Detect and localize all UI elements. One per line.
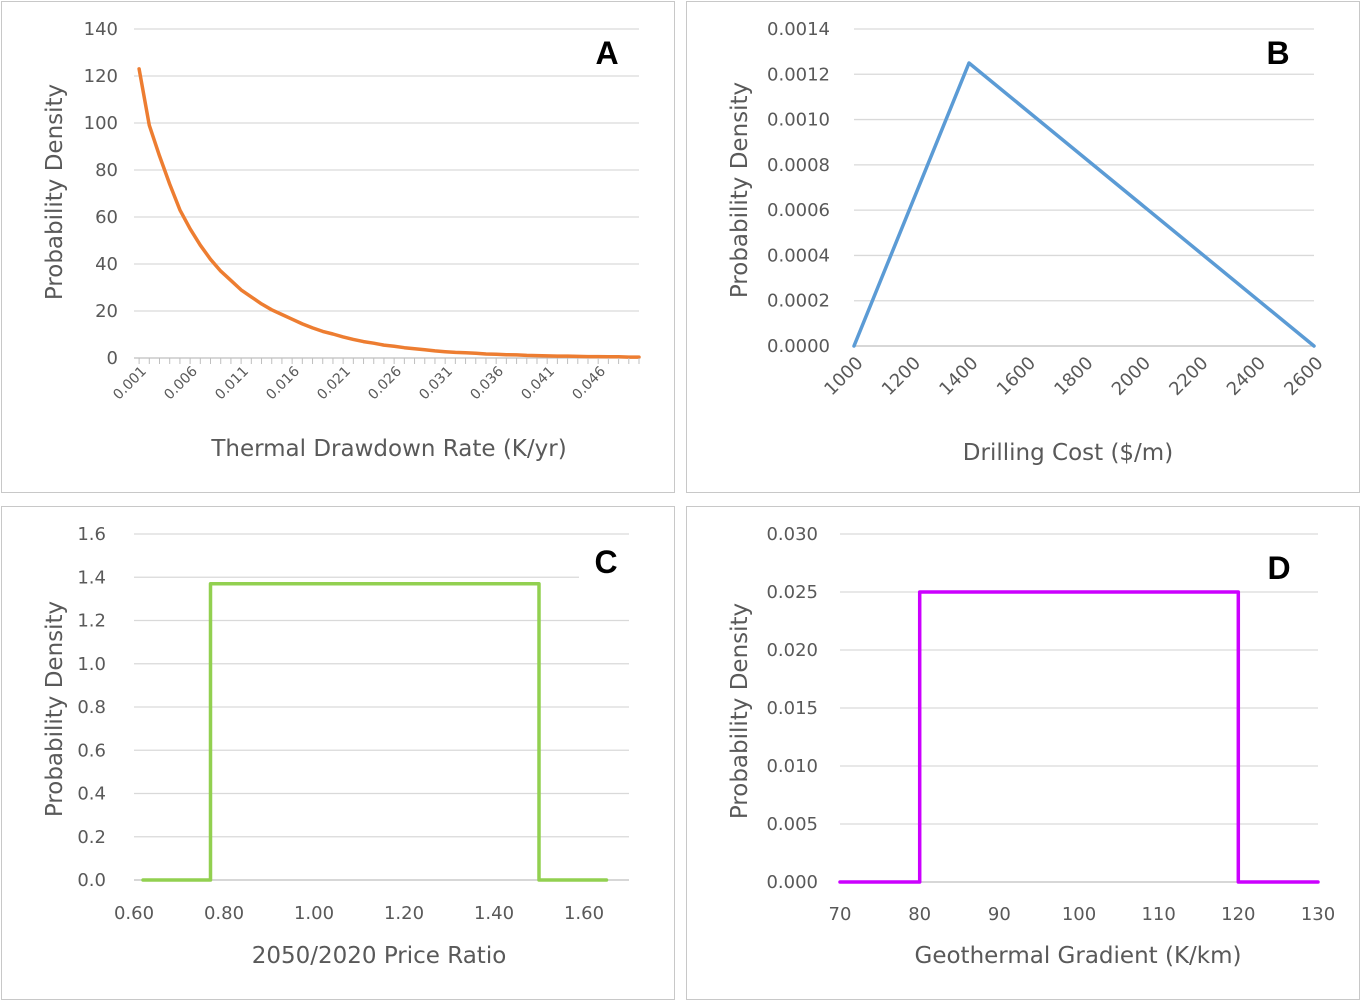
chart-c-xtick-label: 1.40 — [474, 903, 514, 924]
chart-b-xtick-label: 2000 — [1108, 353, 1155, 400]
chart-a-xtick-label: 0.001 — [110, 364, 150, 404]
chart-b-xtick-label: 2400 — [1223, 353, 1270, 400]
chart-d-ytick-label: 0.020 — [766, 640, 818, 661]
chart-c-ytick-label: 0.2 — [77, 827, 106, 848]
chart-a-xtick-label: 0.026 — [365, 363, 405, 403]
chart-c-ytick-label: 0.6 — [77, 740, 106, 761]
chart-b-xtick-label: 1200 — [878, 353, 925, 400]
chart-b-ytick-label: 0.0002 — [767, 291, 830, 312]
chart-c-letter-background — [579, 545, 629, 585]
chart-d-ytick-label: 0.010 — [766, 756, 818, 777]
chart-c-ytick-label: 0.8 — [77, 697, 106, 718]
chart-d-xtick-label: 70 — [829, 904, 852, 925]
chart-d-xlabel: Geothermal Gradient (K/km) — [915, 943, 1242, 969]
chart-b-ytick-label: 0.0012 — [767, 64, 830, 85]
chart-b-ytick-label: 0.0008 — [767, 155, 830, 176]
chart-a-xtick-label: 0.036 — [467, 363, 507, 403]
chart-a-ytick-label: 0 — [107, 348, 118, 369]
chart-d-ytick-label: 0.025 — [766, 582, 818, 603]
chart-d-ytick-label: 0.030 — [766, 524, 818, 545]
chart-c-svg: 0.0 0.2 0.4 0.6 0.8 1.0 1.2 1.4 1.6 0.60 0.80 1.00… — [42, 524, 629, 969]
chart-d-panel-letter: D — [1267, 550, 1290, 586]
chart-c-ytick-label: 0.0 — [77, 870, 106, 891]
chart-a-xtick-label: 0.041 — [518, 364, 558, 404]
chart-a-svg: 0 20 40 60 80 100 120 140 0.001 0.006 0.011 0.016 0… — [42, 19, 641, 462]
chart-d-ytick-label: 0.000 — [766, 872, 818, 893]
chart-a-ytick-label: 40 — [95, 254, 118, 275]
chart-a-ytick-label: 80 — [95, 160, 118, 181]
chart-a-xtick-label: 0.021 — [314, 364, 354, 404]
chart-c-xtick-label: 0.80 — [204, 903, 244, 924]
chart-panel-a: 0 20 40 60 80 100 120 140 0.001 0.006 0.011 0.016 0… — [1, 1, 675, 493]
chart-a-xlabel: Thermal Drawdown Rate (K/yr) — [210, 436, 566, 462]
chart-a-ytick-label: 20 — [95, 301, 118, 322]
chart-panel-d: 0.000 0.005 0.010 0.015 0.020 0.025 0.030 70 80… — [686, 506, 1360, 1000]
chart-c-xtick-label: 0.60 — [114, 903, 154, 924]
chart-d-series-line — [838, 590, 1320, 884]
chart-c-xtick-label: 1.00 — [294, 903, 334, 924]
chart-d-xtick-label: 80 — [908, 904, 931, 925]
chart-b-xtick-label: 1800 — [1050, 353, 1097, 400]
chart-a-ytick-label: 140 — [84, 19, 118, 40]
chart-d-xtick-label: 110 — [1141, 904, 1175, 925]
chart-b-ytick-label: 0.0014 — [767, 19, 830, 40]
chart-a-ytick-label: 120 — [84, 66, 118, 87]
chart-panel-b: 0.0000 0.0002 0.0004 0.0006 0.0008 0.0010 0.00… — [686, 1, 1360, 493]
chart-b-panel-letter: B — [1266, 35, 1289, 71]
chart-c-ylabel: Probability Density — [42, 601, 68, 817]
chart-d-xtick-label: 120 — [1221, 904, 1255, 925]
chart-a-series-line — [137, 67, 641, 359]
chart-a-ytick-label: 60 — [95, 207, 118, 228]
chart-b-series-line — [852, 61, 1316, 348]
chart-a-xtick-label: 0.031 — [416, 364, 456, 404]
chart-a-panel-letter: A — [595, 35, 618, 71]
chart-d-ytick-label: 0.015 — [766, 698, 818, 719]
chart-d-xtick-label: 90 — [988, 904, 1011, 925]
chart-c-ytick-label: 1.0 — [77, 654, 106, 675]
chart-b-xtick-label: 2600 — [1280, 353, 1327, 400]
chart-b-ytick-label: 0.0004 — [767, 245, 830, 266]
chart-d-ytick-label: 0.005 — [766, 814, 818, 835]
chart-b-xtick-label: 1000 — [820, 353, 867, 400]
chart-a-xtick-label: 0.046 — [569, 363, 609, 403]
chart-b-ytick-label: 0.0010 — [767, 110, 830, 131]
chart-c-series-line — [141, 581, 609, 882]
chart-a-xtick-label: 0.006 — [161, 363, 201, 403]
chart-b-xtick-label: 2200 — [1165, 353, 1212, 400]
chart-c-ytick-label: 1.4 — [77, 567, 106, 588]
chart-b-xtick-label: 1600 — [993, 353, 1040, 400]
chart-c-ytick-label: 1.6 — [77, 524, 106, 545]
chart-c-panel-letter: C — [594, 544, 617, 580]
chart-b-ytick-label: 0.0006 — [767, 200, 830, 221]
chart-panel-c: 0.0 0.2 0.4 0.6 0.8 1.0 1.2 1.4 1.6 0.60 0.80 1.00… — [1, 506, 675, 1000]
chart-c-ytick-label: 1.2 — [77, 611, 106, 632]
chart-c-xtick-label: 1.60 — [564, 903, 604, 924]
chart-a-ylabel: Probability Density — [42, 84, 68, 300]
chart-b-xtick-label: 1400 — [935, 353, 982, 400]
chart-d-svg: 0.000 0.005 0.010 0.015 0.020 0.025 0.030 70 80… — [727, 524, 1335, 969]
chart-d-xtick-label: 100 — [1062, 904, 1096, 925]
chart-d-xtick-label: 130 — [1301, 904, 1335, 925]
chart-a-xtick-label: 0.011 — [212, 364, 252, 404]
chart-c-xtick-label: 1.20 — [384, 903, 424, 924]
chart-b-svg: 0.0000 0.0002 0.0004 0.0006 0.0008 0.0010 0.00… — [727, 19, 1328, 466]
chart-c-xlabel: 2050/2020 Price Ratio — [252, 943, 507, 969]
chart-b-ytick-label: 0.0000 — [767, 336, 830, 357]
chart-a-ytick-label: 100 — [84, 113, 118, 134]
chart-d-ylabel: Probability Density — [727, 603, 753, 819]
chart-b-ylabel: Probability Density — [727, 82, 753, 298]
chart-b-xlabel: Drilling Cost ($/m) — [963, 440, 1173, 466]
chart-c-ytick-label: 0.4 — [77, 784, 106, 805]
chart-a-xtick-label: 0.016 — [263, 363, 303, 403]
